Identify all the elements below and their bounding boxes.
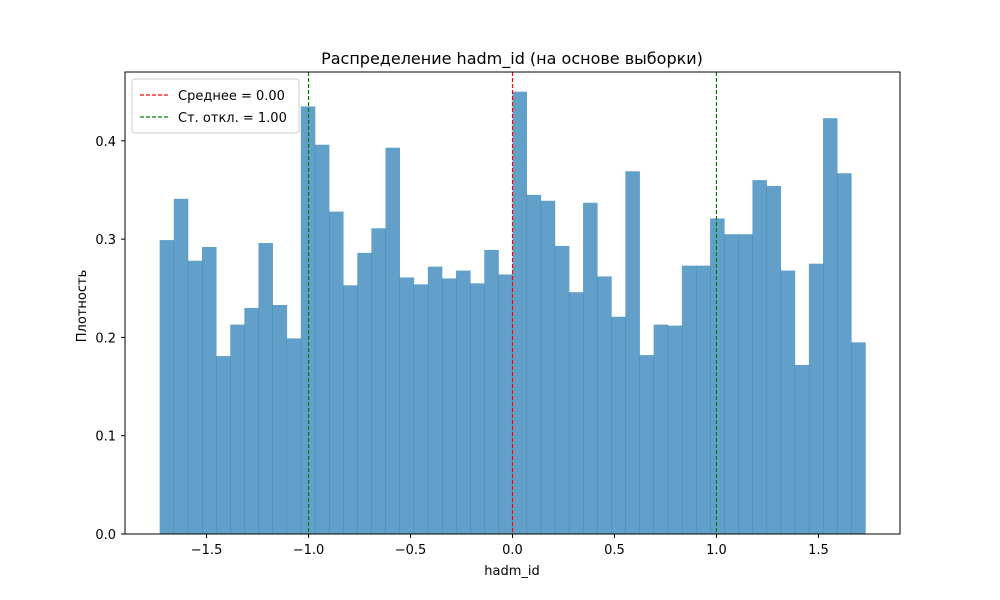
- x-tick-label: −0.5: [395, 543, 427, 558]
- histogram-bar: [653, 324, 669, 534]
- histogram-bar: [794, 364, 810, 534]
- histogram-bar: [611, 316, 626, 534]
- legend-entry-label: Ст. откл. = 1.00: [178, 111, 287, 126]
- histogram-bar: [639, 355, 655, 534]
- histogram-bar: [752, 180, 767, 534]
- histogram-bar: [568, 292, 584, 534]
- histogram-bar: [724, 234, 739, 535]
- histogram-bar: [526, 194, 542, 534]
- legend-box: [131, 78, 300, 134]
- histogram-bar: [159, 240, 175, 534]
- histogram-bar: [710, 218, 725, 534]
- histogram-bar: [272, 304, 288, 534]
- x-tick-label: 0.5: [604, 543, 625, 558]
- histogram-bar: [851, 342, 866, 534]
- histogram-bar: [780, 270, 796, 534]
- legend: Среднее = 0.00 Ст. откл. = 1.00: [131, 78, 300, 134]
- histogram-bar: [216, 356, 231, 534]
- histogram-bar: [512, 91, 528, 534]
- x-tick-label: −1.5: [191, 543, 223, 558]
- histogram-bar: [427, 266, 443, 534]
- histogram-bar: [357, 252, 372, 534]
- bars-layer: [159, 91, 866, 535]
- histogram-bar: [329, 211, 344, 534]
- histogram-bar: [399, 277, 415, 534]
- histogram-bar: [173, 198, 189, 534]
- histogram-bar: [738, 234, 753, 535]
- x-axis-ticks: −1.5 −1.0 −0.5 0.0 0.5 1.0 1.5: [191, 534, 829, 558]
- vlines-layer: [307, 72, 718, 534]
- histogram-bar: [681, 265, 697, 534]
- histogram-bar: [343, 285, 358, 534]
- histogram-bar: [808, 263, 824, 534]
- x-tick-label: 0.0: [502, 543, 523, 558]
- histogram-bar: [187, 260, 203, 534]
- histogram-bar: [667, 325, 683, 534]
- y-tick-label: 0.4: [95, 135, 116, 150]
- histogram-bar: [498, 274, 513, 534]
- histogram-bar: [441, 278, 457, 534]
- y-tick-label: 0.0: [95, 528, 116, 543]
- histogram-bar: [314, 144, 330, 535]
- histogram-bar: [540, 200, 556, 535]
- histogram-bar: [822, 118, 838, 534]
- histogram-bar: [766, 186, 782, 535]
- histogram-bar: [470, 283, 485, 534]
- legend-entry-label: Среднее = 0.00: [178, 89, 285, 104]
- histogram-bar: [286, 338, 302, 534]
- y-tick-label: 0.2: [95, 331, 116, 346]
- histogram-bar: [371, 228, 386, 534]
- chart-title: Распределение hadm_id (на основе выборки…: [321, 49, 703, 69]
- histogram-bar: [583, 202, 598, 534]
- histogram-bar: [837, 173, 852, 534]
- histogram-bar: [484, 249, 499, 535]
- x-tick-label: 1.5: [808, 543, 829, 558]
- x-tick-label: −1.0: [293, 543, 325, 558]
- histogram-bar: [385, 147, 400, 534]
- y-axis-label: Плотность: [75, 270, 90, 342]
- histogram-bar: [597, 276, 612, 534]
- histogram-bar: [413, 284, 429, 534]
- histogram-bar: [202, 246, 217, 534]
- y-tick-label: 0.1: [95, 430, 116, 445]
- histogram-bar: [258, 243, 273, 534]
- histogram-bar: [230, 324, 245, 534]
- histogram-bar: [456, 270, 471, 534]
- x-axis-label: hadm_id: [484, 564, 540, 579]
- histogram-bar: [625, 171, 640, 534]
- x-tick-label: 1.0: [706, 543, 727, 558]
- y-axis-ticks: 0.0 0.1 0.2 0.3 0.4: [95, 135, 125, 543]
- histogram-bar: [554, 245, 570, 534]
- histogram-bar: [244, 307, 259, 534]
- y-tick-label: 0.3: [95, 233, 116, 248]
- histogram-bar: [695, 265, 711, 534]
